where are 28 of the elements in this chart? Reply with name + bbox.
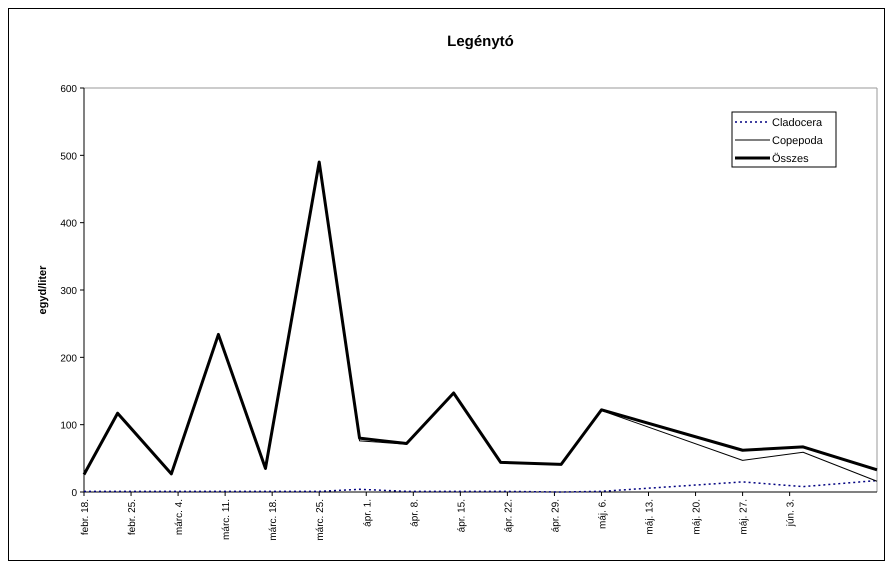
- x-tick-label: febr. 25.: [127, 499, 138, 536]
- x-tick-label: márc. 11.: [221, 499, 232, 540]
- y-tick-label: 300: [60, 286, 78, 297]
- y-tick-label: 200: [60, 353, 78, 364]
- y-tick-label: 500: [60, 151, 78, 162]
- x-tick-label: ápr. 8.: [409, 499, 420, 527]
- x-tick-label: máj. 6.: [597, 499, 608, 530]
- x-tick-label: máj. 20.: [692, 499, 703, 535]
- x-tick-label: máj. 13.: [644, 499, 656, 535]
- legend-label: Cladocera: [772, 117, 824, 129]
- x-tick-label: ápr. 15.: [456, 499, 468, 532]
- x-tick-label: márc. 25.: [315, 499, 326, 541]
- x-tick-label: febr. 18.: [80, 499, 91, 536]
- x-tick-label: ápr. 1.: [362, 499, 374, 527]
- x-tick-label: ápr. 22.: [503, 499, 514, 532]
- x-tick-label: márc. 4.: [174, 499, 186, 536]
- legend-label: Összes: [772, 152, 810, 165]
- y-axis-title: egyd/liter: [37, 264, 49, 314]
- x-tick-label: máj. 27.: [738, 499, 750, 535]
- y-tick-label: 100: [60, 420, 78, 432]
- y-tick-label: 0: [71, 488, 78, 499]
- y-tick-label: 400: [60, 218, 78, 230]
- chart-title: Legénytó: [447, 33, 514, 50]
- y-tick-label: 600: [60, 84, 78, 95]
- x-tick-label: jún. 3.: [786, 499, 797, 528]
- legend-label: Copepoda: [772, 135, 824, 147]
- x-tick-label: márc. 18.: [268, 499, 280, 541]
- x-tick-label: ápr. 29.: [550, 499, 562, 532]
